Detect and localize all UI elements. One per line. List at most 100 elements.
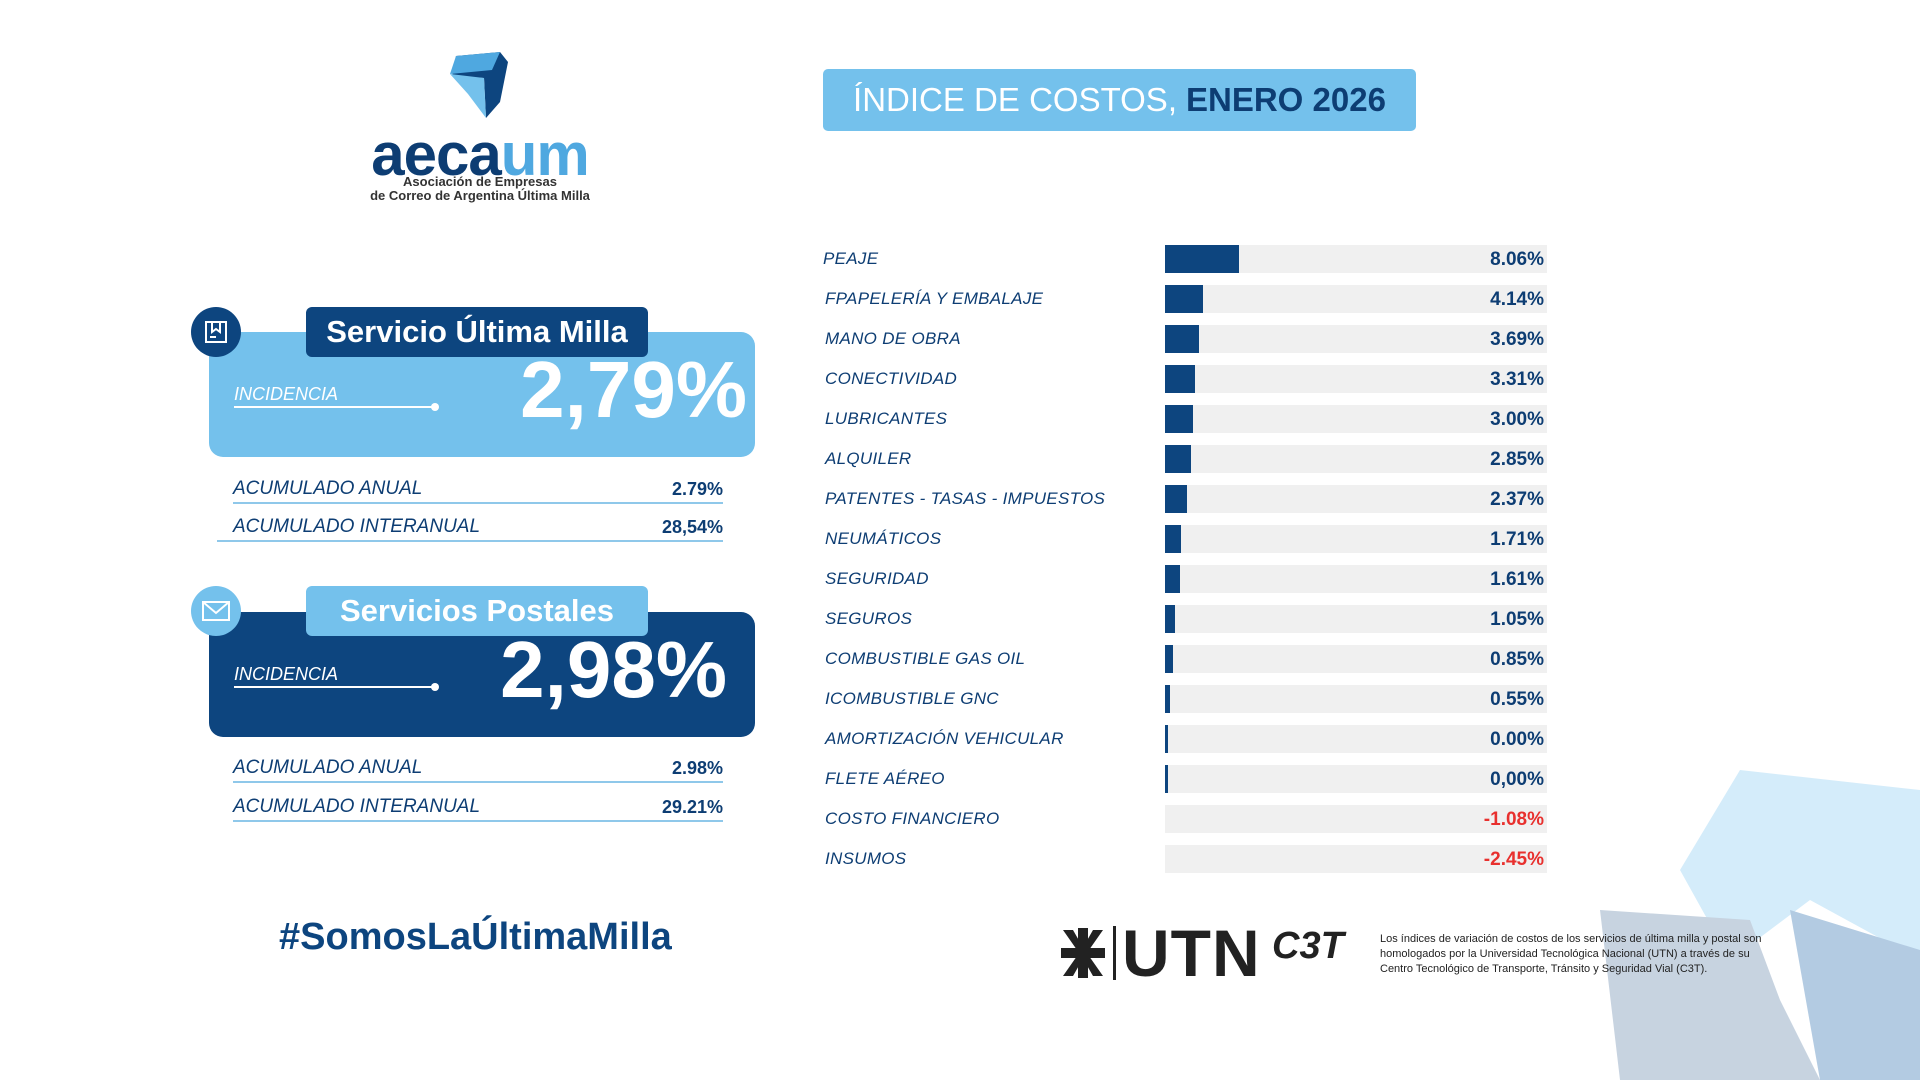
logo-wordmark: aecaum (371, 121, 589, 188)
chart-bar-track: 3.00% (1165, 405, 1547, 433)
chart-category-label: SEGUROS (825, 609, 913, 628)
postal-incidence-label: INCIDENCIA (234, 664, 339, 684)
chart-value-label: 1.61% (1490, 569, 1544, 590)
chart-bar (1165, 685, 1171, 713)
chart-category-label: CONECTIVIDAD (825, 369, 958, 388)
envelope-icon (191, 586, 241, 636)
last-mile-acc-annual-value: 2.79% (671, 479, 723, 499)
chart-value-label: 0.85% (1490, 649, 1544, 670)
chart-row: SEGURIDAD 1.61% (820, 565, 1730, 593)
postal-incidence-value: 2,98% (500, 625, 727, 714)
postal-card-title: Servicios Postales (306, 586, 648, 636)
chart-bar-track: 8.06% (1165, 245, 1547, 273)
chart-value-label: 0.55% (1490, 689, 1544, 710)
chart-bar (1165, 565, 1180, 593)
parcel-icon (191, 307, 241, 357)
chart-bar (1165, 365, 1196, 393)
chart-value-label: 0,00% (1490, 769, 1544, 790)
chart-category-label: ICOMBUSTIBLE GNC (825, 689, 999, 708)
chart-value-label: 8.06% (1490, 249, 1544, 270)
last-mile-incidence-dot (431, 403, 439, 411)
postal-acc-interannual-label: ACUMULADO INTERANUAL (233, 796, 481, 817)
utn-wordmark: UTN (1122, 916, 1261, 990)
chart-bar (1165, 405, 1193, 433)
chart-bar-track: 2.37% (1165, 485, 1547, 513)
title-prefix: ÍNDICE DE COSTOS, (853, 81, 1177, 118)
chart-category-label: PATENTES - TASAS - IMPUESTOS (825, 489, 1106, 508)
chart-category-label: SEGURIDAD (825, 569, 929, 588)
chart-category-label: COSTO FINANCIERO (825, 809, 1000, 828)
chart-value-label: 4.14% (1490, 289, 1544, 310)
chart-category-label: MANO DE OBRA (825, 329, 961, 348)
utn-divider (1113, 926, 1116, 980)
chart-value-label: 2.85% (1490, 449, 1544, 470)
chart-bar-track: 1.05% (1165, 605, 1547, 633)
last-mile-incidence-line (234, 406, 434, 408)
chart-category-label: PEAJE (823, 249, 879, 268)
last-mile-card-title: Servicio Última Milla (306, 307, 648, 357)
postal-card: INCIDENCIA 2,98% (209, 612, 755, 737)
aecaum-logo: aecaum Asociación de Empresas de Correo … (340, 50, 620, 210)
chart-bar (1165, 525, 1181, 553)
chart-bar-track: 0.85% (1165, 645, 1547, 673)
chart-row: CONECTIVIDAD 3.31% (820, 365, 1730, 393)
chart-bar (1165, 245, 1239, 273)
utn-emblem-icon (1061, 928, 1105, 978)
chart-row: MANO DE OBRA 3.69% (820, 325, 1730, 353)
chart-value-label: 3.00% (1490, 409, 1544, 430)
chart-row: FLETE AÉREO 0,00% (820, 765, 1730, 793)
chart-value-label: 0.00% (1490, 729, 1544, 750)
chart-row: FPAPELERÍA Y EMBALAJE 4.14% (820, 285, 1730, 313)
last-mile-acc-interannual-value: 28,54% (661, 517, 723, 537)
chart-bar-track: -1.08% (1165, 805, 1547, 833)
chart-category-label: ALQUILER (825, 449, 912, 468)
utn-logo: UTN (1059, 916, 1261, 990)
chart-category-label: LUBRICANTES (825, 409, 948, 428)
logo-subtitle-1: Asociación de Empresas (403, 174, 557, 189)
chart-category-label: AMORTIZACIÓN VEHICULAR (825, 729, 1064, 748)
chart-category-label: INSUMOS (825, 849, 907, 868)
chart-category-label: NEUMÁTICOS (825, 529, 942, 548)
last-mile-acc-interannual-label: ACUMULADO INTERANUAL (233, 516, 481, 537)
postal-acc-interannual-value: 29.21% (661, 797, 723, 817)
cost-index-bar-chart: PEAJE 8.06% FPAPELERÍA Y EMBALAJE 4.14% MANO… (820, 245, 1730, 885)
chart-value-label: 3.69% (1490, 329, 1544, 350)
chart-bar (1165, 645, 1173, 673)
postal-acc-annual-label: ACUMULADO ANUAL (233, 757, 423, 778)
homologation-note: Los índices de variación de costos de lo… (1380, 933, 1762, 975)
chart-row: ALQUILER 2.85% (820, 445, 1730, 473)
report-title: ÍNDICE DE COSTOS, ENERO 2026 (823, 69, 1416, 131)
chart-row: ICOMBUSTIBLE GNC 0.55% (820, 685, 1730, 713)
chart-bar-track: 1.61% (1165, 565, 1547, 593)
chart-row: PEAJE 8.06% (820, 245, 1730, 273)
chart-value-label: 2.37% (1490, 489, 1544, 510)
logo-subtitle-2: de Correo de Argentina Última Milla (370, 188, 590, 203)
chart-bar-track: 3.69% (1165, 325, 1547, 353)
chart-value-label: -2.45% (1483, 849, 1544, 870)
postal-acc-annual-row: ACUMULADO ANUAL 2.98% (233, 755, 723, 783)
postal-acc-interannual-row: ACUMULADO INTERANUAL 29.21% (233, 794, 723, 822)
chart-bar (1165, 725, 1168, 753)
chart-bar-track: 3.31% (1165, 365, 1547, 393)
chart-row: INSUMOS -2.45% (820, 845, 1730, 873)
chart-bar-track: 4.14% (1165, 285, 1547, 313)
chart-category-label: COMBUSTIBLE GAS OIL (825, 649, 1026, 668)
chart-row: PATENTES - TASAS - IMPUESTOS 2.37% (820, 485, 1730, 513)
chart-row: LUBRICANTES 3.00% (820, 405, 1730, 433)
c3t-logo: C3T (1272, 925, 1344, 967)
chart-bar (1165, 445, 1192, 473)
chart-bar (1165, 325, 1199, 353)
chart-row: COSTO FINANCIERO -1.08% (820, 805, 1730, 833)
chart-row: NEUMÁTICOS 1.71% (820, 525, 1730, 553)
title-period: ENERO 2026 (1186, 81, 1386, 118)
last-mile-acc-interannual-row: ACUMULADO INTERANUAL 28,54% (217, 514, 723, 542)
chart-bar (1165, 605, 1175, 633)
last-mile-incidence-label: INCIDENCIA (234, 384, 339, 404)
chart-bar-track: -2.45% (1165, 845, 1547, 873)
chart-bar-track: 0.00% (1165, 725, 1547, 753)
chart-value-label: 3.31% (1490, 369, 1544, 390)
chart-row: SEGUROS 1.05% (820, 605, 1730, 633)
chart-value-label: -1.08% (1483, 809, 1544, 830)
chart-bar (1165, 485, 1187, 513)
last-mile-acc-annual-row: ACUMULADO ANUAL 2.79% (233, 476, 723, 504)
